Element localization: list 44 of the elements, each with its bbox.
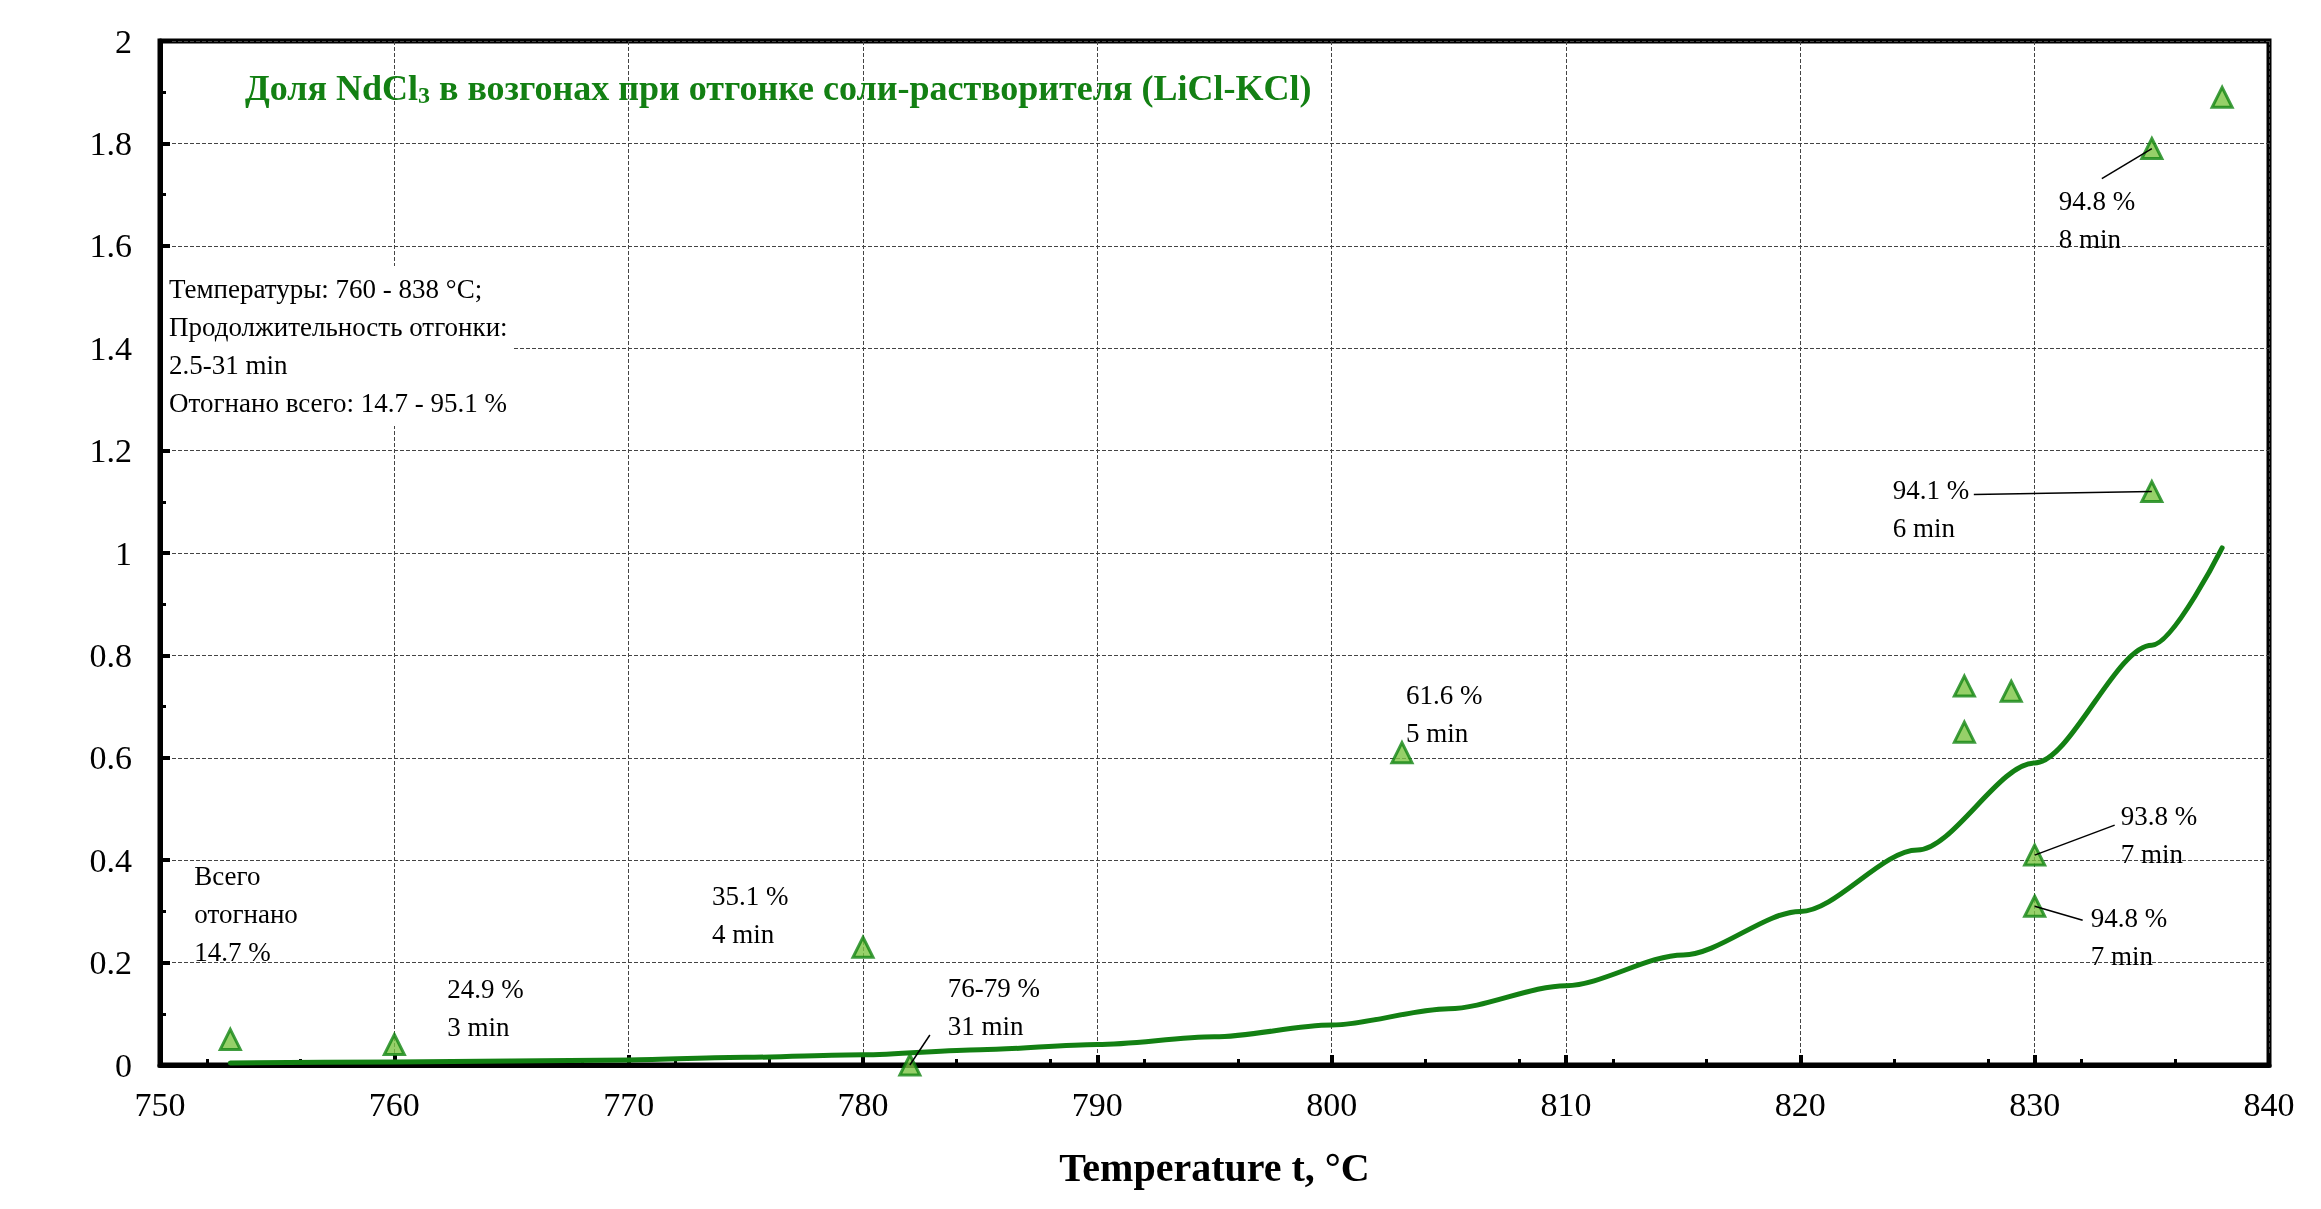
- annotation: Температуры: 760 - 838 °C; Продолжительность отгонки: 2.5-31 min Отогнано всего: 14.7 - 95.1 %: [169, 274, 508, 418]
- annotation: Всего отогнано 14.7 %: [194, 861, 298, 968]
- y-tick-label: 0.4: [89, 841, 132, 879]
- point: [1390, 741, 1414, 765]
- x-axis-title: Temperature t, °C: [1059, 1144, 1370, 1190]
- point: [382, 1033, 406, 1057]
- y-tick-label: 0.6: [89, 739, 132, 777]
- y-tick-label: 1.2: [89, 432, 132, 470]
- y-tick-label: 0.8: [89, 636, 132, 674]
- x-tick-label: 750: [134, 1085, 186, 1123]
- point: [2140, 137, 2164, 161]
- y-tick-label: 1.6: [89, 227, 132, 265]
- text: Доля NdCl3 в возгонах при отгонке соли-растворителя (LiCl-KCl): [245, 68, 1312, 108]
- y-tick-label: 2: [115, 22, 132, 60]
- x-tick-label: 830: [2009, 1085, 2061, 1123]
- x-tick-label: 800: [1306, 1085, 1358, 1123]
- point: [2023, 894, 2047, 918]
- x-tick-label: 760: [368, 1085, 420, 1123]
- x-tick-label: 810: [1540, 1085, 1592, 1123]
- x-tick-label: 820: [1774, 1085, 1826, 1123]
- y-tick-label: 0: [115, 1046, 132, 1084]
- x-tick-label: 780: [837, 1085, 889, 1123]
- point: [2140, 480, 2164, 504]
- x-tick-label: 770: [603, 1085, 655, 1123]
- point: [898, 1053, 922, 1077]
- point: [1999, 679, 2023, 703]
- point: [218, 1027, 242, 1051]
- point: [851, 935, 875, 959]
- x-tick-label: 790: [1071, 1085, 1123, 1123]
- y-tick-label: 1.4: [89, 329, 132, 367]
- point: [2023, 843, 2047, 867]
- annotation: 35.1 % 4 min: [712, 881, 789, 950]
- y-tick-label: 1: [115, 534, 132, 572]
- point: [1952, 672, 1977, 698]
- y-tick-label: 1.8: [89, 124, 132, 162]
- annotation: 94.8 % 8 min: [2058, 185, 2136, 254]
- point: [1952, 718, 1977, 744]
- annotation: 94.1 % 6 min: [1892, 474, 1970, 543]
- y-tick-label: 0.2: [89, 944, 132, 982]
- annotation: 76-79 % 31 min: [947, 973, 1041, 1041]
- x-tick-label: 840: [2243, 1085, 2295, 1123]
- annotation: 61.6 % 5 min: [1405, 679, 1483, 748]
- point: [2210, 85, 2234, 109]
- annotation: 24.9 % 3 min: [447, 973, 524, 1042]
